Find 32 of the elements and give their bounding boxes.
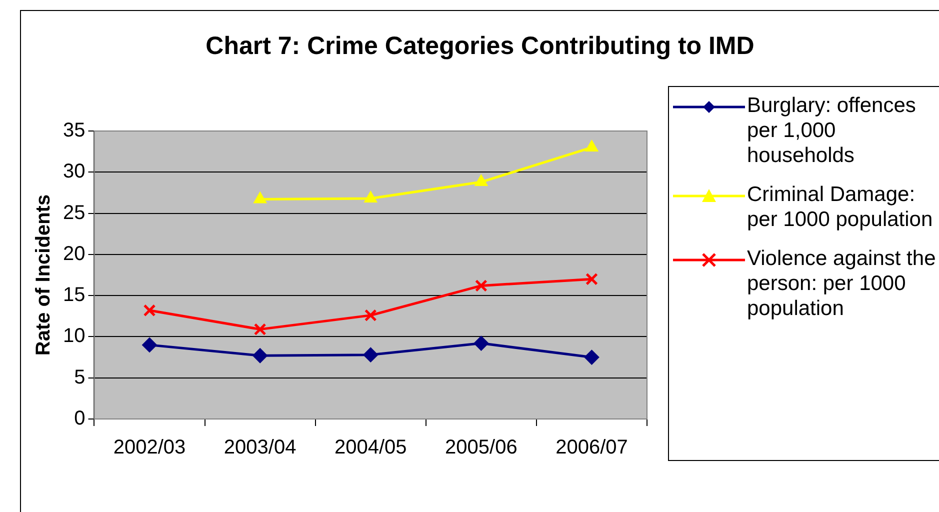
- point: [585, 140, 598, 152]
- y-tick-label: 15: [62, 284, 86, 306]
- legend-label: Burglary: offences per 1,000 households: [747, 93, 917, 168]
- y-tick-label: 5: [74, 366, 86, 388]
- point: [142, 337, 158, 352]
- point: [586, 272, 598, 286]
- point: [474, 174, 488, 186]
- y-tick-label: 30: [62, 160, 86, 183]
- x-tick-label: 2005/06: [445, 436, 518, 459]
- point: [474, 336, 489, 351]
- chart-title: Chart 7: Crime Categories Contributing to IMD: [204, 32, 756, 61]
- y-axis-title: Rate of Incidents: [32, 194, 55, 356]
- point: [584, 350, 600, 365]
- legend-label: Criminal Damage: per 1000 population: [747, 182, 934, 232]
- x-tick-label: 2004/05: [334, 436, 407, 459]
- y-tick-label: 35: [62, 120, 86, 142]
- y-tick-label: 10: [62, 325, 86, 348]
- point: [364, 309, 377, 322]
- y-tick-label: 25: [62, 202, 86, 224]
- point: [364, 190, 378, 202]
- x-tick-label: 2003/04: [224, 436, 296, 459]
- x-tick-label: 2006/07: [556, 436, 628, 459]
- point: [252, 348, 268, 364]
- point: [143, 304, 156, 317]
- x-tick-label: 2002/03: [113, 436, 186, 459]
- legend-label: Violence against the person: per 1000 population: [747, 246, 937, 321]
- point: [254, 323, 266, 336]
- point: [363, 347, 378, 362]
- y-tick-label: 20: [62, 242, 86, 265]
- point: [254, 192, 267, 204]
- y-tick-label: 0: [74, 408, 86, 430]
- point: [474, 280, 488, 292]
